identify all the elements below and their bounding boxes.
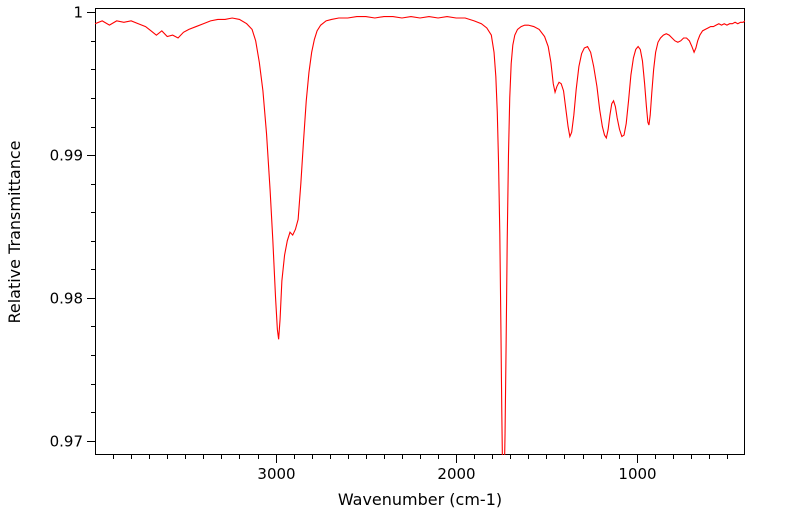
y-tick-label: 1 [73, 4, 83, 22]
x-tick-label: 1000 [618, 465, 656, 483]
x-tick-label: 3000 [257, 465, 295, 483]
plot-border [95, 8, 745, 455]
y-tick-label: 0.97 [50, 433, 83, 451]
plot-area: 3000 2000 1000 0.97 0.98 0.99 1 [50, 4, 745, 483]
y-tick-label: 0.99 [50, 147, 83, 165]
x-tick-label: 2000 [437, 465, 475, 483]
y-tick-label: 0.98 [50, 290, 83, 308]
y-axis-label: Relative Transmittance [5, 140, 24, 323]
x-axis-label: Wavenumber (cm-1) [338, 490, 502, 509]
spectrum-line [95, 16, 745, 455]
